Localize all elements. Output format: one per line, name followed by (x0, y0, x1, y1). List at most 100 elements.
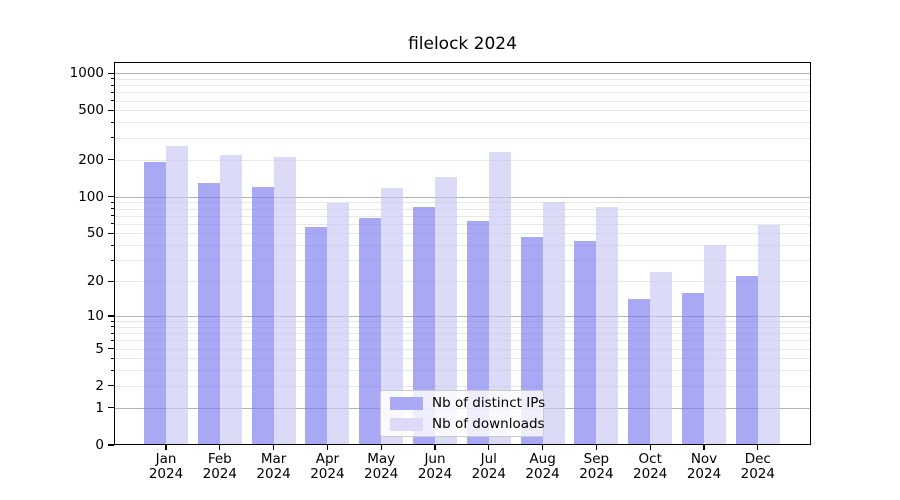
gridline-minor (114, 348, 811, 350)
x-tick-month: Jan (155, 451, 177, 467)
gridline-minor (114, 321, 811, 323)
x-tick-month: Sep (583, 451, 610, 467)
bar-downloads-mar (273, 157, 296, 445)
y-axis-tick (108, 347, 114, 350)
gridline-minor (114, 85, 811, 87)
x-tick-month: Aug (529, 451, 556, 467)
bar-distinct-ips-may (359, 217, 382, 445)
x-tick-month: Feb (207, 451, 232, 467)
y-axis-tick (108, 232, 114, 235)
gridline-minor (114, 92, 811, 94)
bar-distinct-ips-nov (682, 292, 704, 445)
x-tick-label-nov: Nov 2024 (676, 452, 732, 482)
x-tick-label-oct: Oct 2024 (622, 452, 678, 482)
plot-spine-left (114, 62, 116, 445)
x-tick-label-jan: Jan 2024 (138, 452, 194, 482)
y-axis-minor-tick (111, 339, 114, 341)
x-tick-label-may: May 2024 (353, 452, 409, 482)
gridline-minor (114, 233, 811, 235)
bar-distinct-ips-dec (735, 276, 758, 445)
y-axis-minor-tick (111, 207, 114, 210)
y-axis-tick (108, 72, 114, 74)
x-axis-tick (219, 445, 221, 450)
x-axis-tick (273, 445, 275, 450)
x-tick-year: 2024 (579, 466, 614, 482)
gridline-minor (114, 223, 811, 225)
plot-area (114, 62, 811, 445)
y-tick-label: 2 (95, 377, 104, 394)
x-tick-year: 2024 (310, 466, 345, 482)
x-tick-month: Jul (480, 451, 497, 467)
gridline-minor (114, 326, 811, 328)
x-tick-label-apr: Apr 2024 (299, 452, 355, 482)
gridline-minor (114, 202, 811, 204)
y-axis-minor-tick (111, 244, 114, 246)
bar-distinct-ips-oct (628, 299, 651, 445)
plot-spine-top (114, 62, 811, 64)
y-axis-minor-tick (111, 369, 114, 371)
bar-downloads-oct (650, 271, 673, 445)
bar-downloads-feb (219, 155, 242, 445)
x-tick-year: 2024 (471, 466, 506, 482)
x-tick-year: 2024 (525, 466, 560, 482)
bar-downloads-dec (757, 224, 780, 445)
x-axis-tick (488, 445, 490, 450)
x-tick-month: May (367, 451, 396, 467)
y-axis-tick (108, 315, 114, 317)
bar-distinct-ips-mar (251, 186, 274, 445)
y-tick-label: 50 (86, 225, 104, 242)
bar-distinct-ips-jul (466, 221, 489, 445)
y-axis-tick (108, 196, 114, 198)
bar-downloads-jul (488, 151, 511, 445)
y-axis-tick (108, 385, 114, 387)
legend-item-downloads: Nb of downloads (390, 416, 545, 432)
bar-downloads-nov (704, 245, 726, 445)
y-axis-minor-tick (111, 84, 114, 86)
bar-distinct-ips-feb (197, 182, 220, 445)
legend-swatch-downloads (390, 417, 423, 431)
y-axis-minor-tick (111, 78, 114, 80)
y-tick-label: 0 (95, 437, 104, 453)
bar-distinct-ips-jan (144, 162, 166, 445)
gridline-minor (114, 260, 811, 262)
gridline-minor (114, 340, 811, 342)
y-tick-label: 20 (86, 273, 104, 290)
bar-distinct-ips-sep (574, 241, 597, 445)
x-axis-tick (380, 445, 382, 450)
bar-distinct-ips-apr (305, 226, 328, 445)
y-axis-minor-tick (111, 223, 114, 225)
gridline-minor (114, 358, 811, 360)
x-tick-label-dec: Dec 2024 (730, 452, 786, 482)
y-axis-minor-tick (111, 215, 114, 217)
x-tick-year: 2024 (148, 466, 184, 482)
y-tick-label: 500 (78, 102, 104, 119)
gridline-minor (114, 385, 811, 387)
y-tick-label: 100 (78, 188, 104, 205)
gridline-minor (114, 370, 811, 372)
x-tick-label-jun: Jun 2024 (407, 452, 463, 482)
y-axis-minor-tick (111, 137, 114, 139)
bar-distinct-ips-jun (413, 206, 435, 445)
y-axis-minor-tick (111, 121, 114, 124)
x-tick-year: 2024 (256, 466, 291, 482)
x-tick-year: 2024 (364, 466, 399, 482)
y-tick-label: 200 (78, 151, 104, 168)
legend-item-distinct-ips: Nb of distinct IPs (390, 395, 545, 411)
gridline-minor (114, 78, 811, 80)
gridline-minor (114, 159, 811, 161)
y-tick-label: 10 (86, 307, 104, 324)
plot-spine-right (809, 62, 811, 445)
x-tick-year: 2024 (633, 466, 668, 482)
x-tick-month: Dec (744, 451, 771, 467)
y-axis-tick (108, 280, 114, 282)
x-tick-label-jul: Jul 2024 (461, 452, 517, 482)
x-axis-tick (165, 445, 167, 450)
plot-spine-bottom (114, 443, 811, 445)
y-axis-minor-tick (111, 326, 114, 328)
x-tick-label-mar: Mar 2024 (246, 452, 302, 482)
y-tick-label: 1000 (69, 65, 104, 82)
gridline-minor (114, 333, 811, 335)
y-axis-tick (108, 159, 114, 161)
bar-downloads-jan (166, 145, 188, 445)
